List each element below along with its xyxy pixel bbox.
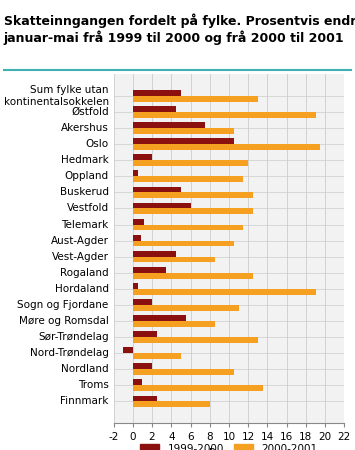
Bar	[133, 128, 234, 134]
Bar	[133, 337, 258, 343]
Bar	[123, 347, 133, 353]
Bar	[133, 401, 210, 407]
Bar	[133, 241, 234, 246]
Bar	[133, 187, 181, 192]
Bar	[133, 90, 181, 96]
Bar	[133, 299, 152, 305]
Bar	[133, 305, 239, 310]
Bar	[133, 208, 253, 214]
Bar	[133, 144, 320, 150]
Bar	[133, 256, 214, 262]
Bar	[133, 96, 258, 102]
Bar	[133, 251, 176, 256]
Bar	[133, 171, 138, 176]
Bar	[133, 385, 263, 391]
Bar	[133, 273, 253, 279]
Bar	[133, 396, 157, 401]
Bar	[133, 192, 253, 198]
Bar	[133, 106, 176, 112]
Bar	[133, 321, 214, 327]
Bar	[133, 112, 316, 118]
Bar	[133, 202, 191, 208]
Bar	[133, 122, 205, 128]
Bar	[133, 364, 152, 369]
Bar	[133, 331, 157, 337]
Bar	[133, 235, 141, 241]
Bar	[133, 267, 166, 273]
X-axis label: Prosent: Prosent	[209, 448, 248, 450]
Bar	[133, 225, 244, 230]
Bar	[133, 219, 144, 225]
Legend: 1999-2000, 2000-2001: 1999-2000, 2000-2001	[136, 439, 322, 450]
Bar	[133, 154, 152, 160]
Bar	[133, 315, 186, 321]
Bar	[133, 289, 316, 295]
Bar	[133, 283, 138, 289]
Bar	[133, 160, 248, 166]
Bar	[133, 176, 244, 182]
Bar	[133, 138, 234, 144]
Bar	[133, 369, 234, 375]
Text: Skatteinngangen fordelt på fylke. Prosentvis endring
januar-mai frå 1999 til 200: Skatteinngangen fordelt på fylke. Prosen…	[4, 14, 355, 45]
Bar	[133, 379, 142, 385]
Bar	[133, 353, 181, 359]
